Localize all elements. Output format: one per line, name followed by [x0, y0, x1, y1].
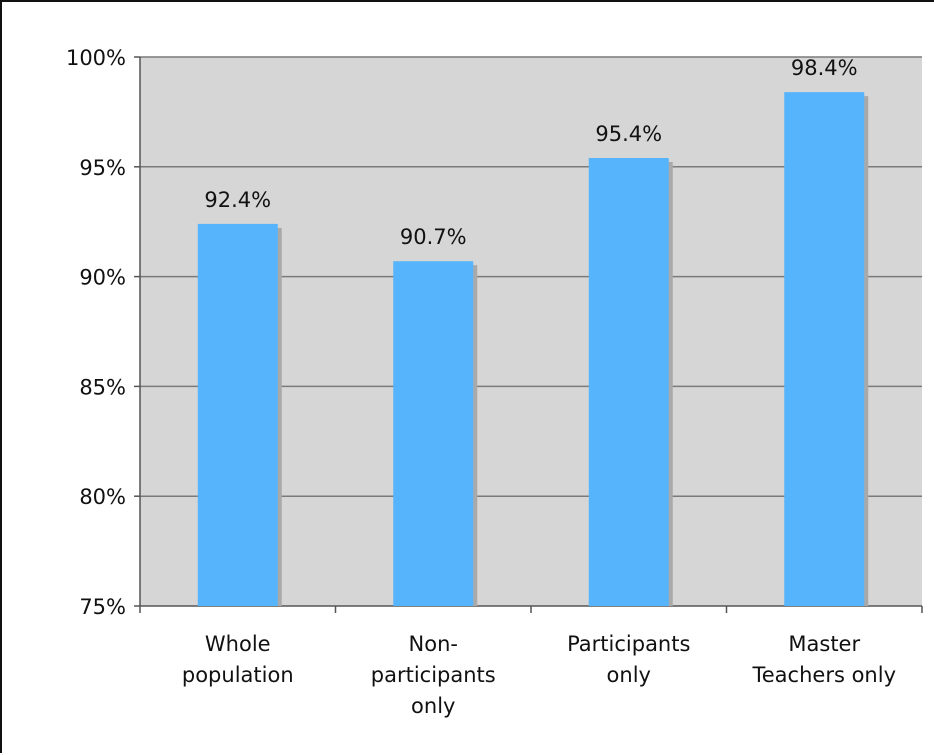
labels: 100% 95% 90% 85% 80% 75% 92.4% Whole population 9… — [66, 46, 896, 718]
y-tick-label: 100% — [66, 46, 126, 70]
category-label: participants — [371, 663, 496, 687]
bar — [393, 261, 474, 606]
category-label: Teachers only — [752, 663, 897, 687]
category-label: Participants — [567, 632, 690, 656]
data-label: 95.4% — [595, 122, 662, 146]
data-label: 92.4% — [204, 188, 271, 212]
category-label: Master — [788, 632, 860, 656]
category-label: population — [182, 663, 294, 687]
bar — [784, 92, 865, 607]
category-label: Whole — [205, 632, 271, 656]
y-tick-label: 75% — [79, 595, 126, 619]
bars — [197, 92, 869, 607]
data-label: 90.7% — [400, 225, 467, 249]
data-label: 98.4% — [791, 56, 858, 80]
y-tick-label: 95% — [79, 156, 126, 180]
y-tick-label: 90% — [79, 266, 126, 290]
y-tick-label: 85% — [79, 375, 126, 399]
bar — [197, 223, 278, 606]
bar — [588, 158, 669, 607]
category-label: only — [607, 663, 651, 687]
y-tick-label: 80% — [79, 485, 126, 509]
category-label: only — [411, 694, 455, 718]
category-label: Non- — [409, 632, 458, 656]
